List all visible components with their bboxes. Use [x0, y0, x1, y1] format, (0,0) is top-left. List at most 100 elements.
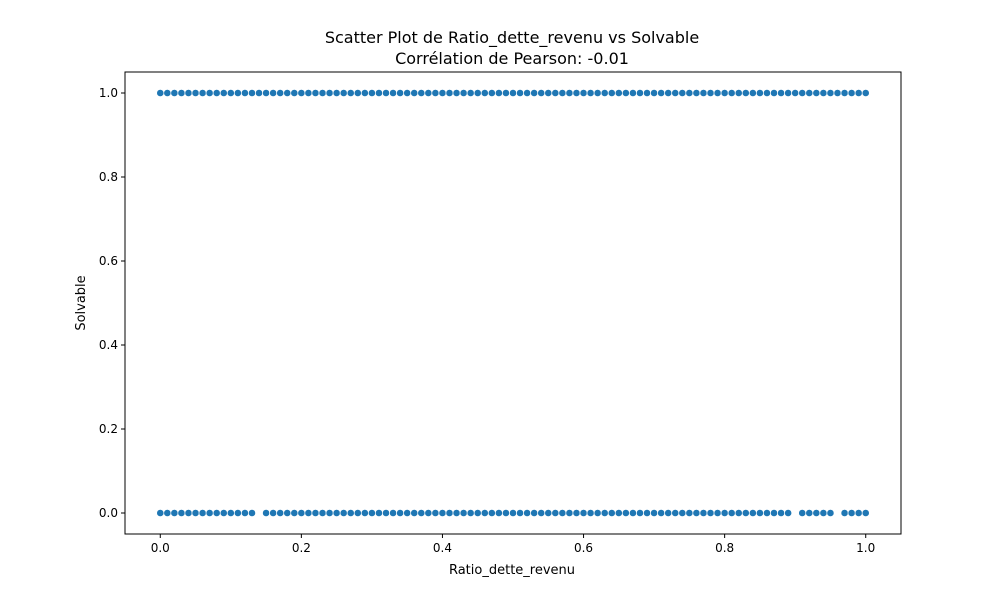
scatter-point: [332, 509, 341, 517]
scatter-point: [699, 509, 708, 517]
scatter-point: [382, 89, 390, 97]
scatter-point: [614, 89, 623, 97]
scatter-point: [826, 89, 835, 97]
y-axis-label: Solvable: [74, 275, 89, 330]
scatter-point: [629, 89, 637, 97]
scatter-point: [734, 509, 743, 517]
scatter-point: [459, 89, 468, 97]
scatter-point: [784, 89, 793, 97]
scatter-point: [530, 89, 539, 97]
scatter-point: [424, 89, 433, 97]
scatter-point: [516, 509, 524, 517]
scatter-point: [685, 89, 694, 97]
scatter-point: [325, 89, 334, 97]
scatter-point: [382, 509, 390, 517]
scatter-point: [607, 89, 616, 97]
scatter-point: [579, 509, 588, 517]
scatter-point: [812, 89, 821, 97]
scatter-point: [290, 89, 299, 97]
y-tick-label: 1.0: [99, 86, 118, 100]
scatter-point: [417, 89, 426, 97]
scatter-point: [621, 89, 630, 97]
scatter-point: [452, 89, 461, 97]
scatter-point: [593, 89, 602, 97]
scatter-point: [791, 89, 800, 97]
chart-title: Scatter Plot de Ratio_dette_revenu vs So…: [325, 28, 699, 48]
scatter-point: [826, 509, 835, 517]
scatter-point: [226, 89, 235, 97]
scatter-point: [346, 89, 355, 97]
scatter-point: [445, 509, 454, 517]
scatter-point: [494, 89, 503, 97]
scatter-point: [713, 89, 722, 97]
scatter-point: [756, 509, 764, 517]
scatter-point: [184, 89, 193, 97]
scatter-point: [473, 89, 482, 97]
scatter-point: [544, 509, 553, 517]
scatter-point: [198, 89, 207, 97]
scatter-point: [360, 89, 369, 97]
scatter-point: [664, 89, 673, 97]
data-points: [156, 89, 870, 517]
scatter-point: [607, 509, 616, 517]
y-tick-label: 0.8: [99, 170, 118, 184]
scatter-point: [431, 509, 440, 517]
scatter-point: [325, 509, 334, 517]
scatter-point: [156, 89, 165, 97]
scatter-point: [170, 509, 179, 517]
scatter-point: [248, 89, 256, 97]
scatter-point: [311, 89, 320, 97]
scatter-point: [854, 509, 863, 517]
scatter-point: [537, 509, 546, 517]
scatter-point: [311, 509, 320, 517]
scatter-point: [375, 89, 383, 97]
scatter-point: [403, 509, 412, 517]
scatter-point: [290, 509, 299, 517]
scatter-point: [777, 89, 785, 97]
scatter-point: [600, 509, 609, 517]
scatter-point: [360, 509, 369, 517]
scatter-point: [255, 89, 263, 97]
y-tick-label: 0.0: [99, 506, 118, 520]
scatter-point: [551, 509, 560, 517]
scatter-point: [727, 89, 736, 97]
scatter-point: [763, 89, 771, 97]
scatter-point: [565, 509, 574, 517]
scatter-point: [748, 89, 757, 97]
scatter-point: [339, 89, 348, 97]
scatter-point: [650, 509, 658, 517]
scatter-point: [861, 509, 870, 517]
scatter-point: [304, 509, 313, 517]
scatter-point: [572, 89, 581, 97]
scatter-point: [784, 509, 793, 517]
scatter-point: [163, 509, 172, 517]
scatter-point: [664, 509, 673, 517]
scatter-point: [269, 509, 278, 517]
scatter-point: [833, 89, 842, 97]
x-tick-label: 0.0: [151, 541, 170, 555]
scatter-point: [212, 509, 221, 517]
plot-frame: [124, 71, 902, 535]
scatter-point: [805, 509, 814, 517]
scatter-point: [706, 509, 715, 517]
scatter-point: [233, 89, 242, 97]
scatter-point: [614, 509, 623, 517]
scatter-point: [332, 89, 341, 97]
scatter-point: [262, 509, 270, 517]
scatter-point: [551, 89, 560, 97]
scatter-point: [586, 89, 595, 97]
scatter-point: [226, 509, 235, 517]
scatter-point: [431, 89, 440, 97]
scatter-point: [861, 89, 870, 97]
scatter-point: [678, 509, 687, 517]
scatter-point: [410, 509, 419, 517]
scatter-point: [558, 89, 567, 97]
x-tick-label: 0.8: [715, 541, 734, 555]
scatter-point: [368, 89, 376, 97]
scatter-point: [657, 509, 666, 517]
scatter-point: [339, 509, 348, 517]
chart-subtitle: Corrélation de Pearson: -0.01: [395, 49, 629, 68]
scatter-point: [699, 89, 708, 97]
scatter-point: [353, 89, 362, 97]
